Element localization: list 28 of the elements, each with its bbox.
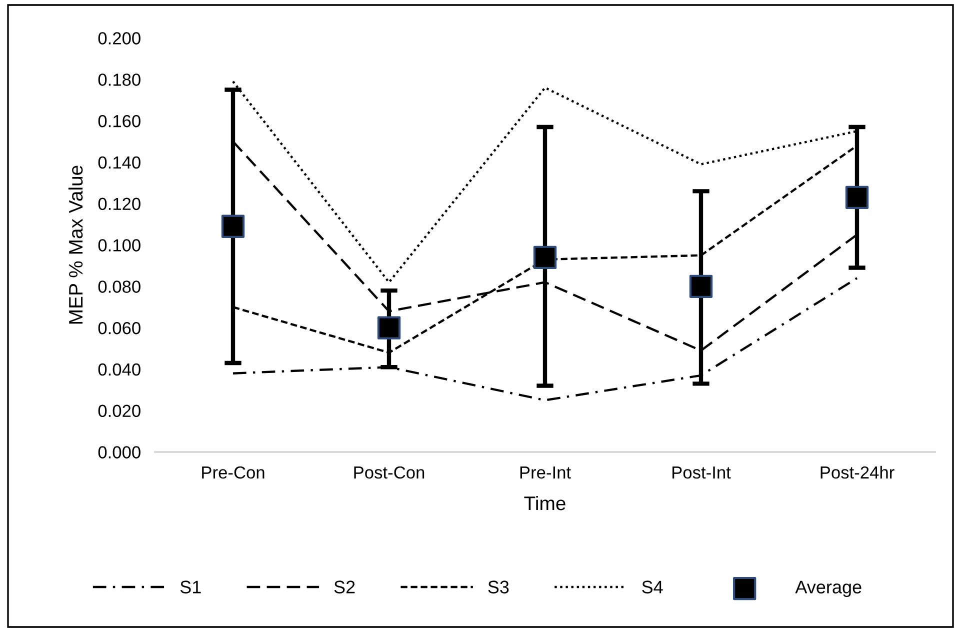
- legend-label: S3: [488, 580, 509, 594]
- y-axis-title: MEP % Max Value: [68, 166, 83, 324]
- y-tick-label: 0.160: [98, 114, 140, 128]
- y-tick-label: 0.100: [98, 239, 140, 252]
- y-tick-label: 0.200: [98, 32, 140, 44]
- point: [845, 186, 869, 209]
- legend-label: S2: [334, 580, 355, 594]
- x-tick-label: Pre-Int: [520, 466, 571, 479]
- point: [221, 214, 245, 238]
- y-tick-label: 0.080: [98, 280, 140, 293]
- x-tick-label: Post-Con: [354, 466, 424, 479]
- legend-label: S4: [642, 580, 663, 594]
- point: [689, 274, 713, 298]
- y-tick-label: 0.000: [98, 446, 140, 458]
- x-tick-label: Post-24hr: [820, 466, 894, 479]
- y-tick-label: 0.060: [98, 322, 140, 334]
- y-tick-label: 0.140: [98, 156, 140, 169]
- y-tick-label: 0.120: [98, 198, 140, 210]
- x-tick-label: Pre-Con: [202, 466, 264, 479]
- legend-label: Average: [795, 580, 862, 598]
- y-tick-label: 0.040: [98, 363, 140, 376]
- y-tick-label: 0.180: [98, 74, 140, 86]
- legend-label: S1: [180, 580, 201, 594]
- x-tick-label: Post-Int: [672, 466, 731, 479]
- point: [533, 246, 557, 269]
- x-axis-title: Time: [524, 496, 566, 510]
- y-tick-label: 0.020: [98, 404, 140, 418]
- point: [377, 316, 401, 340]
